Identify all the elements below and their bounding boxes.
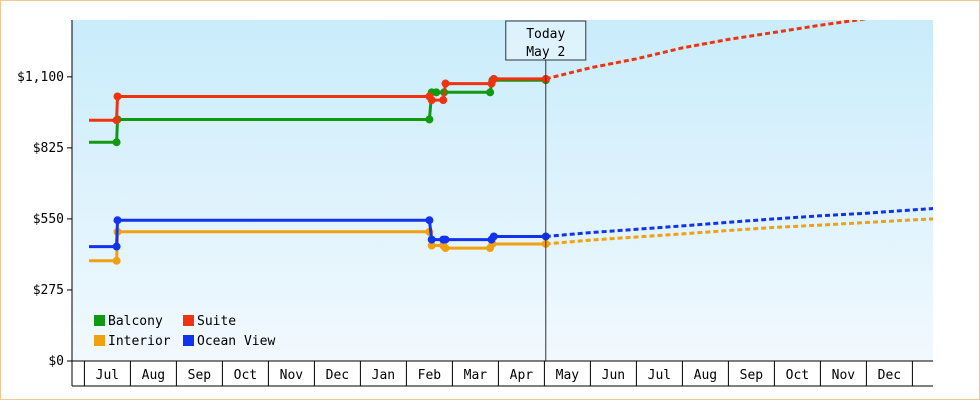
plot-area [72,20,933,361]
legend-label: Interior [108,334,171,349]
series-point [427,235,436,244]
legend-label: Balcony [108,314,163,329]
month-label: Dec [878,368,901,383]
month-label: Aug [142,368,165,383]
legend-swatch [183,315,194,326]
series-projection-line [545,20,869,81]
series-point [425,216,434,225]
legend: Balcony Suite Interior Ocean View [94,314,275,349]
y-axis: $0 $275 $550 $825 $1,100 [17,20,73,369]
month-label: Dec [326,368,349,383]
y-tick-label: $825 [33,141,64,156]
series-point [441,235,450,244]
series-point [489,232,498,241]
series-point [112,116,121,125]
y-tick-label: $275 [33,283,64,298]
month-label: Jun [602,368,625,383]
y-tick-label: $1,100 [17,70,64,85]
today-box [505,20,587,61]
series-point [427,96,436,105]
legend-swatch [94,315,105,326]
series-layer [89,20,933,265]
today-date: May 2 [526,45,565,60]
month-label: Jul [648,368,671,383]
today-label: Today [526,27,565,42]
month-label: May [556,368,580,383]
month-label: Oct [786,368,809,383]
legend-swatch [183,335,194,346]
month-label: Nov [280,368,304,383]
series-projection-line [545,207,933,238]
month-label: Jan [372,368,395,383]
series-point [112,256,121,265]
month-label: Nov [832,368,856,383]
month-label: Mar [464,368,488,383]
legend-label: Ocean View [197,334,275,349]
series-point [439,96,448,105]
month-label: Sep [188,368,212,383]
series-point [441,244,450,253]
month-label: Aug [694,368,717,383]
series-point [432,88,441,97]
x-axis: Jul Aug Sep Oct Nov Dec Jan Feb Mar Apr May Jun Jul A… [71,360,933,387]
series-point [113,216,122,225]
y-tick-label: $0 [48,354,64,369]
legend-label: Suite [197,314,236,329]
series-point [427,241,436,250]
series-point [489,74,498,83]
month-label: Apr [510,368,534,383]
today-marker: Today May 2 [505,20,587,361]
series-point [112,138,121,147]
month-label: Sep [740,368,764,383]
series-point [486,88,495,97]
legend-swatch [94,335,105,346]
month-label: Feb [418,368,442,383]
month-label: Oct [234,368,257,383]
series-projection-line [545,217,933,246]
month-label: Jul [96,368,119,383]
y-tick-label: $550 [33,212,64,227]
series-point [112,242,121,251]
series-point [441,79,450,88]
series-point [425,115,434,124]
series-point [113,92,122,101]
